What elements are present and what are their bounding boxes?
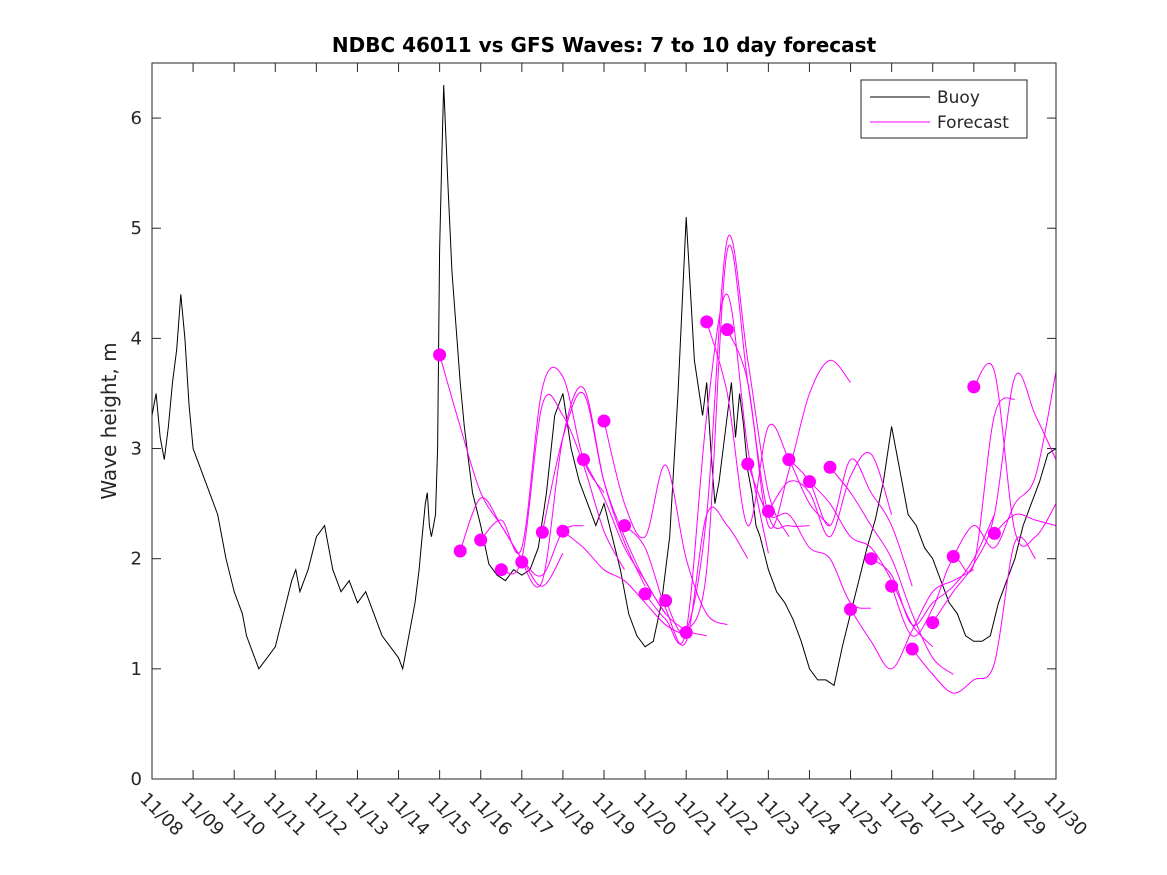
y-tick-label: 2 — [131, 549, 142, 570]
forecast-run-line — [644, 293, 769, 645]
series-layer — [151, 84, 1057, 694]
forecast-run-line — [685, 244, 810, 633]
forecast-run-line — [706, 321, 831, 527]
y-tick-label: 6 — [131, 108, 142, 129]
forecast-run-line — [665, 235, 790, 634]
forecast-start-marker — [494, 563, 508, 577]
forecast-start-marker — [597, 414, 611, 428]
y-tick-label: 4 — [131, 328, 142, 349]
forecast-start-marker — [453, 544, 467, 558]
forecast-start-marker — [720, 323, 734, 337]
forecast-run-line — [932, 372, 1057, 623]
y-tick-label: 5 — [131, 218, 142, 239]
legend-box — [860, 79, 1028, 139]
legend-label-buoy: Buoy — [937, 88, 980, 108]
forecast-start-marker — [474, 533, 488, 547]
forecast-run-line — [829, 466, 954, 675]
y-tick-label: 3 — [131, 439, 142, 460]
forecast-run-line — [911, 536, 1036, 694]
forecast-start-marker — [885, 579, 899, 593]
axis-ticks — [151, 63, 1057, 780]
forecast-start-marker — [926, 616, 940, 630]
forecast-start-marker — [803, 475, 816, 489]
forecast-start-marker — [946, 550, 960, 563]
y-tick-labels: 0 1 2 3 4 5 6 — [131, 108, 142, 790]
y-tick-label: 1 — [131, 659, 142, 680]
forecast-start-marker — [844, 602, 857, 616]
legend-label-forecast: Forecast — [937, 113, 1009, 133]
forecast-start-marker — [700, 315, 714, 329]
forecast-start-marker — [659, 594, 673, 608]
forecast-start-marker — [535, 525, 549, 539]
forecast-start-marker — [741, 457, 755, 471]
forecast-run-line — [850, 569, 975, 670]
forecast-markers — [433, 315, 1001, 656]
forecast-start-marker — [967, 380, 981, 394]
legend: Buoy Forecast — [860, 79, 1028, 139]
forecast-start-marker — [823, 460, 837, 474]
axes-box — [151, 62, 1057, 780]
forecast-start-marker — [577, 453, 590, 467]
forecast-run-line — [994, 513, 1057, 534]
forecast-start-marker — [556, 524, 570, 538]
forecast-start-marker — [679, 626, 693, 639]
forecast-run-line — [624, 506, 749, 646]
forecast-run-line — [767, 452, 893, 538]
forecast-start-marker — [433, 348, 447, 362]
forecast-run-line — [603, 420, 728, 626]
forecast-run-line — [870, 514, 995, 626]
forecast-start-marker — [515, 555, 529, 569]
forecast-start-marker — [782, 453, 796, 467]
buoy-series-line — [151, 84, 1057, 687]
forecast-start-marker — [761, 504, 775, 518]
forecast-start-marker — [638, 587, 652, 601]
forecast-run-line — [973, 362, 1057, 547]
forecast-start-marker — [905, 642, 919, 656]
y-tick-label: 0 — [131, 769, 142, 790]
forecast-run-line — [726, 329, 851, 529]
forecast-run-line — [562, 530, 687, 637]
forecast-start-marker — [864, 552, 878, 566]
y-axis-label: Wave height, m — [97, 342, 121, 499]
forecast-start-marker — [987, 526, 1001, 540]
chart-title: NDBC 46011 vs GFS Waves: 7 to 10 day for… — [332, 33, 877, 57]
forecast-run-line — [521, 386, 646, 588]
forecast-start-marker — [618, 519, 631, 533]
